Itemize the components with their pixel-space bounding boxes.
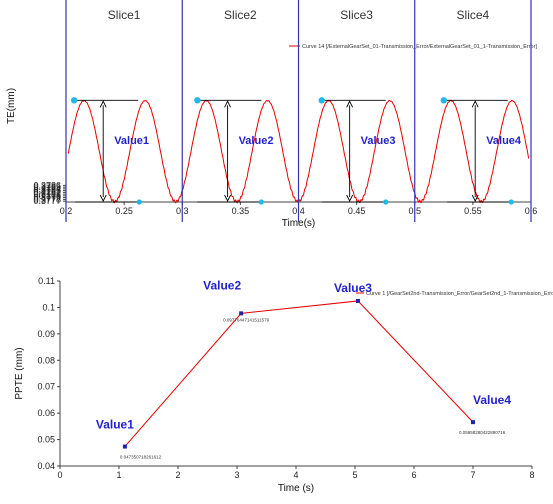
slice-label: Slice1 xyxy=(108,8,141,22)
slice-label: Slice4 xyxy=(457,8,490,22)
x-tick-label: 0 xyxy=(57,470,62,480)
max-marker xyxy=(70,97,78,104)
y-tick-label: 0.378 xyxy=(38,191,61,201)
y-tick-label: 0.3784 xyxy=(33,184,61,194)
ppte-chart: 0.04 0.05 0.06 0.07 0.08 0.09 0.1 0.11 0 1 2 3 4 5 6 7 8… xyxy=(14,276,553,494)
max-marker xyxy=(318,97,325,104)
ppte-arrow-head-down xyxy=(224,194,231,203)
y-tick-label: 0.3783 xyxy=(33,186,61,196)
y-tick-label: 0.3779 xyxy=(33,193,61,203)
value-label: Value3 xyxy=(361,135,396,147)
y-tick-label: 0.05 xyxy=(37,435,55,445)
x-tick-label: 8 xyxy=(529,470,534,480)
min-marker xyxy=(258,199,264,205)
x-tick-label: 4 xyxy=(293,470,298,480)
data-point xyxy=(355,298,360,303)
ppte-arrow-head-up xyxy=(99,100,107,108)
x-tick-label: 0.35 xyxy=(232,206,250,216)
y-tick-label: 0.1 xyxy=(42,302,55,312)
value-label: Value2 xyxy=(239,135,274,147)
y-tick-label: 0.07 xyxy=(37,382,55,392)
y-tick-label: 0.3785 xyxy=(33,182,61,192)
value-label: Value1 xyxy=(114,135,149,147)
te-chart: 0.37770.37780.37790.3780.37810.37820.378… xyxy=(6,0,537,229)
data-point-value: 0.05958280422890716 xyxy=(459,430,506,435)
x-axis-label: Time (s) xyxy=(278,483,314,494)
slice-label: Slice2 xyxy=(224,8,257,22)
y-axis-label: PPTE (mm) xyxy=(14,347,25,399)
ppte-arrow-head-up xyxy=(471,100,479,108)
data-point xyxy=(239,311,244,316)
y-tick-label: 0.09 xyxy=(37,329,55,339)
ppte-arrow-head-down xyxy=(99,194,107,203)
series-line xyxy=(124,300,474,447)
max-marker xyxy=(194,97,201,104)
y-tick-label: 0.11 xyxy=(38,276,55,286)
data-point xyxy=(471,420,475,425)
x-tick-label: 5 xyxy=(352,470,357,480)
data-point-value: 0.09776447141511579 xyxy=(223,317,269,322)
x-tick-label: 7 xyxy=(470,470,475,480)
x-tick-label: 2 xyxy=(175,470,180,480)
ppte-arrow-head-up xyxy=(346,100,354,108)
y-tick-label: 0.06 xyxy=(37,408,55,418)
value-label: Value2 xyxy=(203,278,241,292)
y-axis-label: TE(mm) xyxy=(6,88,17,124)
y-tick-label: 0.3778 xyxy=(33,194,61,204)
legend-entry: Curve 1 [/GearSet2nd-Transmission_Error/… xyxy=(366,291,553,297)
legend-entry: Curve 14 [/ExternalGearSet_01-Transmissi… xyxy=(302,44,537,50)
min-marker xyxy=(508,199,514,205)
value-label: Value4 xyxy=(486,135,522,147)
y-tick-label: 0.3786 xyxy=(33,180,61,190)
slice-label: Slice3 xyxy=(340,8,373,22)
x-axis-label: Time(s) xyxy=(282,218,316,229)
x-tick-label: 0.55 xyxy=(464,206,482,216)
max-marker xyxy=(440,97,448,104)
min-marker xyxy=(383,199,389,205)
x-tick-label: 0.25 xyxy=(115,206,133,216)
min-marker xyxy=(136,199,142,205)
x-tick-label: 6 xyxy=(411,470,416,480)
ppte-arrow-head-down xyxy=(346,194,354,203)
data-point xyxy=(122,444,127,449)
y-tick-label: 0.3781 xyxy=(33,189,61,199)
x-tick-label: 0.45 xyxy=(348,206,366,216)
y-tick-label: 0.04 xyxy=(37,461,55,471)
y-tick-label: 0.08 xyxy=(37,355,55,365)
x-tick-label: 1 xyxy=(116,470,121,480)
value-label: Value4 xyxy=(473,393,511,407)
y-tick-label: 0.3782 xyxy=(33,187,61,197)
ppte-arrow-head-up xyxy=(224,100,231,108)
y-tick-label: 0.3777 xyxy=(33,196,61,206)
ppte-arrow-head-down xyxy=(471,194,479,203)
value-label: Value3 xyxy=(334,281,372,295)
value-label: Value1 xyxy=(96,418,134,432)
data-point-value: 0.047350718261612 xyxy=(120,455,162,460)
x-tick-label: 3 xyxy=(234,470,239,480)
